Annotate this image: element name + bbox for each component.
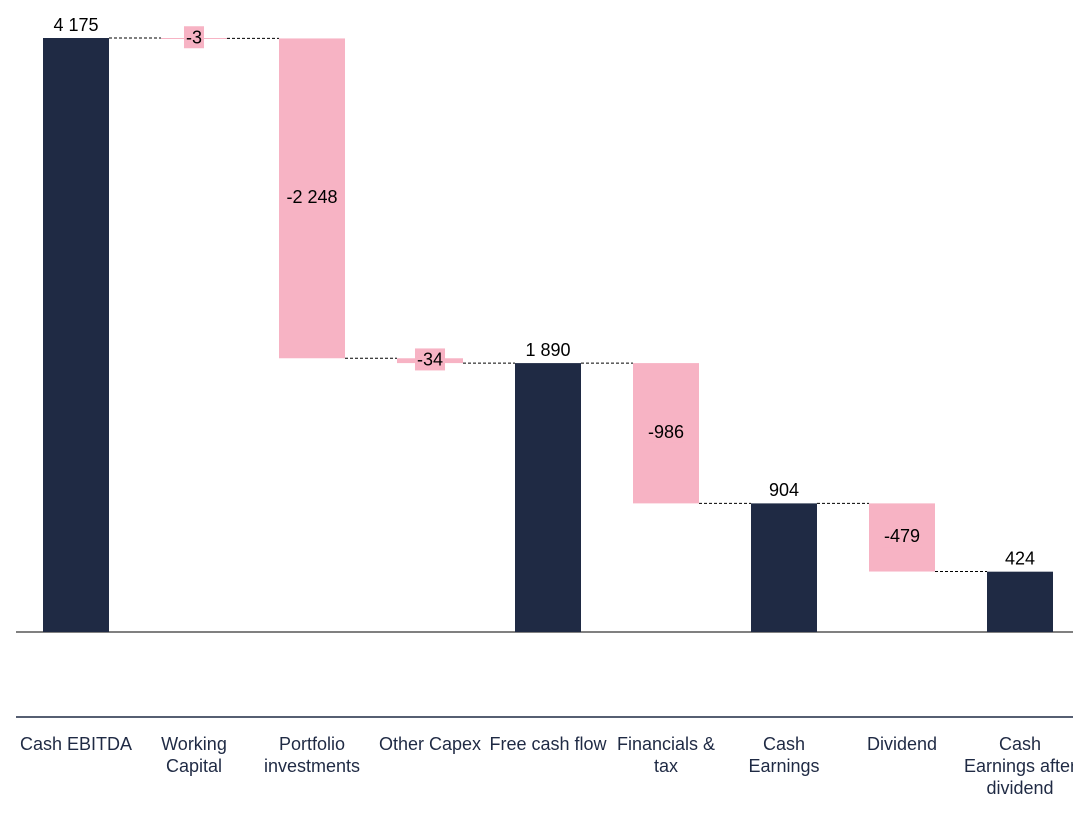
category-label: Other Capex xyxy=(378,734,482,754)
label-bg xyxy=(183,26,205,49)
value-label: -986 xyxy=(648,422,684,442)
label-bg xyxy=(645,420,687,443)
value-label: 4 175 xyxy=(53,15,98,35)
value-label: -3 xyxy=(186,27,202,47)
category-label: Working Capital xyxy=(161,734,227,776)
category-label: Portfolio investments xyxy=(263,734,361,776)
label-bg xyxy=(284,186,340,209)
bar xyxy=(515,363,581,632)
category-label: Cash Earnings after dividend xyxy=(963,734,1073,798)
value-label: -2 248 xyxy=(286,187,337,207)
label-bg xyxy=(881,525,923,548)
value-label: 904 xyxy=(769,480,799,500)
label-bg xyxy=(414,348,446,371)
category-label: Financials & tax xyxy=(616,734,716,776)
value-label: -479 xyxy=(884,526,920,546)
value-label: 424 xyxy=(1005,548,1035,568)
category-label: Cash EBITDA xyxy=(19,734,133,754)
category-label: Dividend xyxy=(866,734,938,754)
bar xyxy=(751,503,817,632)
value-label: 1 890 xyxy=(525,340,570,360)
bar xyxy=(987,571,1053,632)
category-label: Cash Earnings xyxy=(748,734,820,776)
category-label: Free cash flow xyxy=(489,734,607,754)
value-label: -34 xyxy=(417,349,443,369)
bar xyxy=(43,38,109,632)
